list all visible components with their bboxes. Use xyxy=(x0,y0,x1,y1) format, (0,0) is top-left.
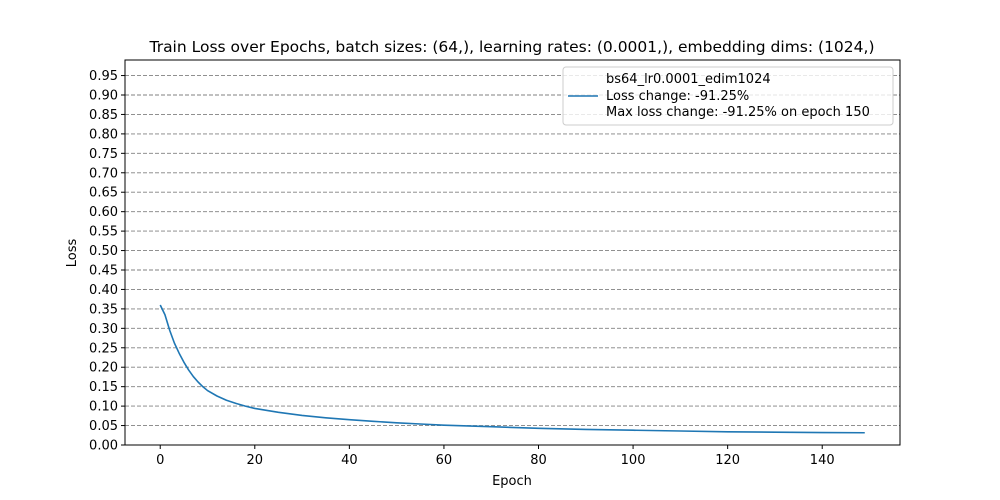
y-axis-label: Loss xyxy=(65,239,80,268)
x-tick-label: 60 xyxy=(436,453,453,468)
y-tick-label: 0.15 xyxy=(89,380,118,395)
y-tick-label: 0.55 xyxy=(89,225,118,240)
plot-lines xyxy=(159,304,865,434)
y-tick-label: 0.20 xyxy=(89,361,118,376)
y-tick-label: 0.40 xyxy=(89,283,118,298)
x-tick-label: 120 xyxy=(715,453,740,468)
x-axis-label: Epoch xyxy=(492,474,532,489)
x-tick-label: 140 xyxy=(810,453,835,468)
x-tick-label: 0 xyxy=(156,453,164,468)
series-line xyxy=(159,304,865,434)
y-tick-label: 0.60 xyxy=(89,205,118,220)
x-tick-label: 40 xyxy=(341,453,358,468)
y-tick-label: 0.75 xyxy=(89,147,118,162)
y-tick-label: 0.65 xyxy=(89,186,118,201)
y-tick-label: 0.70 xyxy=(89,166,118,181)
y-tick-label: 0.10 xyxy=(89,400,118,415)
chart-title: Train Loss over Epochs, batch sizes: (64… xyxy=(149,38,875,56)
y-tick-label: 0.30 xyxy=(89,322,118,337)
legend: bs64_lr0.0001_edim1024 Loss change: -91.… xyxy=(562,66,894,126)
y-axis-ticks: 0.00 0.05 0.10 0.15 0.20 0.25 0.30 0.35 0.40 0.45… xyxy=(89,69,125,454)
plot-area-frame xyxy=(124,59,901,446)
legend-header: bs64_lr0.0001_edim1024 xyxy=(606,72,771,87)
legend-entry-loss-change: Loss change: -91.25% xyxy=(606,89,749,104)
y-tick-label: 0.80 xyxy=(89,127,118,142)
x-tick-label: 100 xyxy=(621,453,646,468)
legend-entry-max-loss-change: Max loss change: -91.25% on epoch 150 xyxy=(606,105,870,120)
y-tick-label: 0.00 xyxy=(89,439,118,454)
legend-box xyxy=(562,66,894,126)
y-tick-label: 0.95 xyxy=(89,69,118,84)
y-tick-label: 0.85 xyxy=(89,108,118,123)
y-tick-label: 0.05 xyxy=(89,419,118,434)
y-tick-label: 0.50 xyxy=(89,244,118,259)
y-tick-label: 0.25 xyxy=(89,341,118,356)
y-tick-label: 0.35 xyxy=(89,302,118,317)
gridlines xyxy=(125,75,900,446)
x-tick-label: 20 xyxy=(247,453,264,468)
x-axis-ticks: 0 20 40 60 80 100 120 140 xyxy=(156,445,835,468)
x-tick-label: 80 xyxy=(530,453,547,468)
y-tick-label: 0.90 xyxy=(89,89,118,104)
y-tick-label: 0.45 xyxy=(89,264,118,279)
